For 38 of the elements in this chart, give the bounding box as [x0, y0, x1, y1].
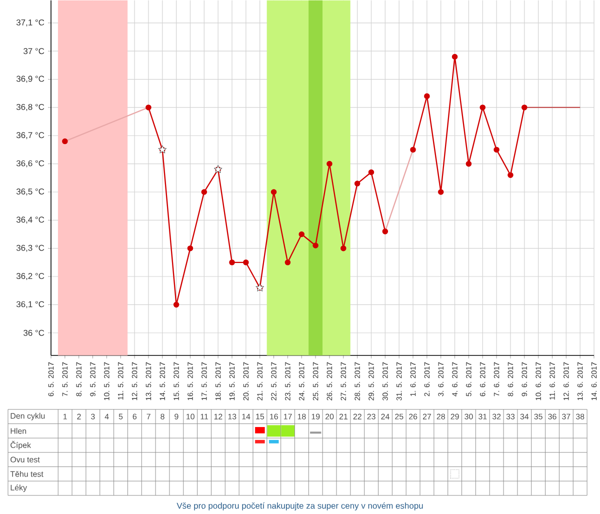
y-tick-label: 36,1 °C [16, 300, 44, 308]
point [201, 188, 208, 195]
y-tick-label: 36,9 °C [16, 76, 44, 83]
text: Vše pro podporu početí nakupujte za super ceny v novém eshopu [176, 502, 423, 510]
y-tick-label: 36,2 °C [16, 272, 44, 280]
y-tick-label: 36,3 °C [16, 244, 44, 252]
point [410, 146, 416, 152]
point [354, 180, 360, 186]
point [438, 188, 444, 195]
y-tick-label: 37 °C [24, 48, 44, 54]
point [382, 228, 388, 234]
point [340, 245, 346, 252]
y-tick-label: 36 °C [24, 330, 44, 336]
point [284, 259, 291, 266]
point [173, 302, 180, 308]
point [243, 259, 249, 266]
y-tick-label: 36,4 °C [16, 216, 44, 224]
point [270, 188, 277, 195]
y-tick-label: 36,7 °C [16, 132, 44, 139]
point [326, 160, 332, 166]
point [62, 138, 68, 144]
point [522, 104, 528, 110]
point [146, 104, 152, 110]
point [466, 160, 472, 166]
point [312, 242, 318, 248]
y-tick-label: 36,6 °C [16, 160, 44, 168]
y-tick-label: 37,1 °C [16, 19, 44, 26]
point [368, 169, 374, 175]
point [187, 245, 194, 252]
point [452, 54, 458, 60]
point [494, 146, 500, 152]
point [298, 231, 305, 237]
y-tick-label: 36,5 °C [16, 188, 44, 196]
point [229, 259, 235, 266]
point [424, 93, 430, 99]
point [480, 104, 486, 110]
y-tick-label: 36,8 °C [16, 104, 44, 111]
point [508, 172, 514, 178]
